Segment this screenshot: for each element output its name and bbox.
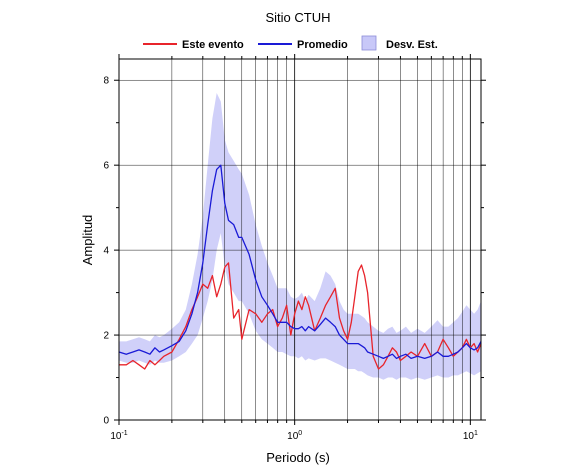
series-line-layer (118, 164, 482, 370)
y-tick-label: 2 (103, 331, 109, 342)
plot-frame (118, 58, 482, 421)
y-tick-label: 8 (103, 76, 109, 87)
legend-label-este-evento: Este evento (182, 39, 244, 51)
legend-swatch-desv-est (361, 35, 377, 51)
y-tick-label: 0 (103, 416, 109, 427)
plot-area: 0 2 4 6 8 10-1 100 101 (103, 54, 486, 442)
legend-label-desv-est: Desv. Est. (386, 39, 438, 51)
x-tick-label: 101 (463, 430, 478, 442)
std-dev-band (119, 93, 481, 380)
tick-layer: 0 2 4 6 8 10-1 100 101 (103, 54, 486, 442)
legend: Este evento Promedio Desv. Est. (143, 35, 438, 51)
y-tick-label: 4 (103, 246, 109, 257)
series-line-promedio (118, 164, 482, 360)
x-tick-label: 10-1 (110, 430, 127, 442)
grid-layer (119, 59, 481, 420)
chart-title: Sitio CTUH (265, 10, 330, 25)
x-tick-label: 100 (287, 430, 302, 442)
y-axis-label: Amplitud (80, 215, 95, 266)
std-dev-band-layer (119, 93, 481, 380)
x-axis-label: Periodo (s) (266, 450, 330, 465)
legend-label-promedio: Promedio (297, 39, 348, 51)
y-tick-label: 6 (103, 161, 109, 172)
